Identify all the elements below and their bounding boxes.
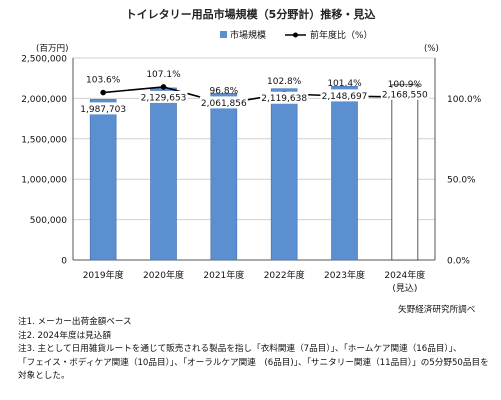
bar-value-label-bg [320,89,369,102]
y-tick-label-right: 100.0% [447,95,482,105]
legend: 市場規模 前年度比（%） [220,29,373,41]
legend-bar-label: 市場規模 [230,29,266,41]
legend-line-marker [293,32,298,38]
line-value-label: 102.8% [267,77,302,87]
legend-bar-swatch [220,31,227,38]
bar-value-label-bg [139,90,188,103]
y-tick-label-left: 0 [61,257,67,267]
bar [210,93,238,261]
bar [270,88,298,261]
source-note: 矢野経済研究所調べ [398,305,476,315]
y-tick-label-left: 2,500,000 [21,55,67,65]
bar-value-label: 2,119,638 [261,94,307,104]
chart-title: トイレタリー用品市場規模（5分野計）推移・見込 [125,8,376,21]
line-value-label: 101.4% [327,79,362,89]
bar-value-label: 2,168,550 [382,90,428,100]
bar-value-label-bg [79,102,128,115]
x-tick-label: 2023年度 [324,269,365,281]
bar-value-label-bg [199,96,248,109]
y-tick-label-left: 1,500,000 [21,135,67,145]
y-tick-label-left: 1,000,000 [21,176,67,186]
bar-value-label: 2,129,653 [141,93,187,103]
bar-value-label-bg [260,91,309,104]
bar-value-label: 2,061,856 [201,99,247,109]
y-axis-unit-left: (百万円) [36,43,69,54]
x-tick-sublabel: (見込) [392,283,417,294]
line-value-label: 100.9% [388,80,423,90]
bar [89,99,117,261]
line-value-label: 96.8% [210,87,239,97]
note-line: 注1. メーカー出荷金額ベース [18,317,132,327]
line-value-label: 103.6% [86,76,121,86]
x-tick-label: 2020年度 [143,269,184,281]
y-tick-label-left: 500,000 [30,216,67,226]
note-line: 「フェイス・ボディケア関連（10品目）」、「オーラルケア関連 (6品目)」、「サ… [18,357,489,368]
y-tick-label-right: 50.0% [447,176,476,186]
bar [150,87,177,261]
x-tick-label: 2019年度 [83,269,124,281]
x-tick-label: 2024年度 [384,269,425,281]
line-point [160,84,167,90]
line-value-label: 107.1% [146,70,181,80]
bar-value-label: 1,987,703 [80,105,126,115]
note-line: 対象とした。 [18,371,70,381]
line-point [100,89,106,96]
x-tick-label: 2022年度 [264,269,305,281]
axes: 0 500,000 1,000,000 1,500,000 2,000,000 2,500… [21,43,482,294]
y-tick-label-left: 2,000,000 [21,95,67,105]
notes: 注1. メーカー出荷金額ベース 注2. 2024年度は見込額 注3. 主として日… [18,316,489,384]
bar-value-label: 2,148,697 [322,92,368,102]
bar-value-label-bg [380,87,429,100]
bar [331,86,358,261]
data-labels: 1,987,703 2,129,653 2,061,856 2,119,638 2,14… [79,70,429,115]
note-line: 注2. 2024年度は見込額 [18,330,111,341]
y-axis-unit-right: (%) [424,44,439,54]
y-tick-label-right: 0.0% [447,257,470,267]
note-line: 注3. 主として日用雑貨ルートを通じて販売される製品を指し「衣料関連（7品目）」… [18,344,462,354]
x-tick-label: 2021年度 [203,269,244,281]
bars [89,84,419,261]
bar [391,84,419,261]
legend-line-label: 前年度比（%） [310,29,373,41]
